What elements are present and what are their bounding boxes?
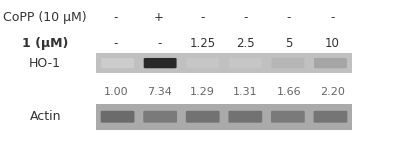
Text: Actin: Actin xyxy=(29,110,61,123)
FancyBboxPatch shape xyxy=(143,111,177,123)
Text: 10: 10 xyxy=(325,37,340,50)
Bar xyxy=(96,104,352,130)
Text: -: - xyxy=(243,11,248,24)
Text: -: - xyxy=(114,37,118,50)
FancyBboxPatch shape xyxy=(272,58,304,68)
Text: 1.31: 1.31 xyxy=(233,87,258,97)
Text: -: - xyxy=(286,11,291,24)
FancyBboxPatch shape xyxy=(229,58,262,68)
Text: 7.34: 7.34 xyxy=(147,87,172,97)
Text: 1.25: 1.25 xyxy=(189,37,215,50)
FancyBboxPatch shape xyxy=(186,58,219,68)
Text: -: - xyxy=(330,11,334,24)
Text: 2.20: 2.20 xyxy=(320,87,345,97)
FancyBboxPatch shape xyxy=(186,111,220,123)
Text: 5: 5 xyxy=(285,37,292,50)
FancyBboxPatch shape xyxy=(101,111,134,123)
Text: 1.29: 1.29 xyxy=(190,87,215,97)
FancyBboxPatch shape xyxy=(228,111,262,123)
Text: -: - xyxy=(114,11,118,24)
FancyBboxPatch shape xyxy=(144,58,176,68)
FancyBboxPatch shape xyxy=(314,111,347,123)
FancyBboxPatch shape xyxy=(314,58,347,68)
Text: 1 (μM): 1 (μM) xyxy=(22,37,68,50)
Text: 2.5: 2.5 xyxy=(236,37,255,50)
Text: CoPP (10 μM): CoPP (10 μM) xyxy=(4,11,87,24)
FancyBboxPatch shape xyxy=(101,58,134,68)
Text: HO-1: HO-1 xyxy=(29,57,61,70)
Bar xyxy=(96,53,352,73)
Text: 1.66: 1.66 xyxy=(277,87,301,97)
Text: 1.00: 1.00 xyxy=(104,87,128,97)
Text: -: - xyxy=(157,37,162,50)
Text: -: - xyxy=(200,11,205,24)
Text: +: + xyxy=(154,11,164,24)
FancyBboxPatch shape xyxy=(271,111,305,123)
